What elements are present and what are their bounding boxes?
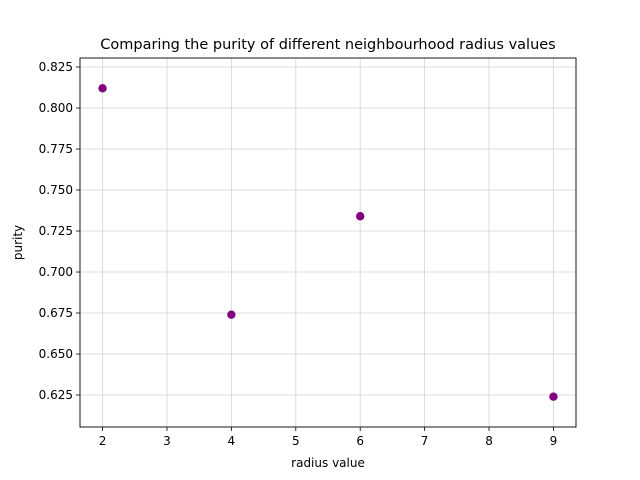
y-tick-label: 0.700 xyxy=(39,265,73,279)
x-tick-label: 2 xyxy=(99,434,107,448)
x-tick-label: 9 xyxy=(550,434,558,448)
data-points xyxy=(98,84,558,401)
x-tick-label: 4 xyxy=(228,434,236,448)
x-tick-label: 5 xyxy=(292,434,300,448)
plot-frame xyxy=(79,57,577,428)
y-tick-label: 0.825 xyxy=(39,60,73,74)
data-point xyxy=(356,212,365,221)
x-tick-label: 6 xyxy=(356,434,364,448)
y-tick-label: 0.800 xyxy=(39,101,73,115)
data-point xyxy=(549,392,558,401)
y-axis-label: purity xyxy=(11,225,25,260)
x-tick-label: 8 xyxy=(485,434,493,448)
y-tick-label: 0.725 xyxy=(39,224,73,238)
x-axis-ticks: 2 3 4 5 6 7 8 9 xyxy=(99,427,558,448)
grid-lines xyxy=(80,58,576,427)
y-axis-ticks: 0.625 0.650 0.675 0.700 0.725 0.750 0.775 0.800… xyxy=(39,60,80,402)
y-tick-label: 0.775 xyxy=(39,142,73,156)
x-tick-label: 7 xyxy=(421,434,429,448)
y-tick-label: 0.675 xyxy=(39,306,73,320)
data-point xyxy=(227,310,236,319)
y-tick-label: 0.625 xyxy=(39,388,73,402)
chart-title: Comparing the purity of different neighb… xyxy=(100,37,556,53)
x-axis-label: radius value xyxy=(291,456,365,470)
y-tick-label: 0.650 xyxy=(39,347,73,361)
data-point xyxy=(98,84,107,93)
y-tick-label: 0.750 xyxy=(39,183,73,197)
x-tick-label: 3 xyxy=(163,434,171,448)
